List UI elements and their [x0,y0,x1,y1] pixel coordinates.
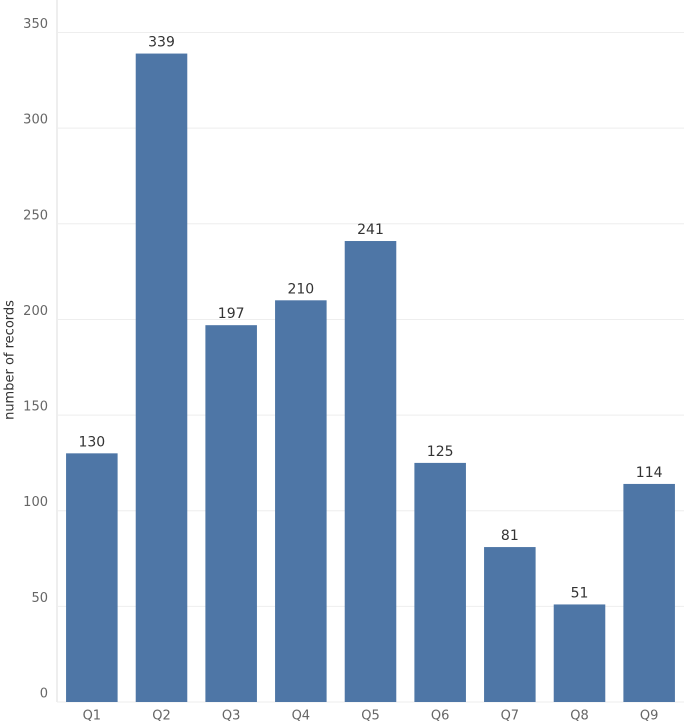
x-tick-label: Q4 [292,709,311,724]
bar [66,453,118,702]
x-tick-label: Q5 [361,709,380,724]
x-tick-label: Q2 [152,709,171,724]
y-tick-label: 150 [23,400,48,415]
bar [135,53,188,702]
value-label: 339 [148,35,175,51]
y-tick-label: 100 [23,495,48,510]
value-label: 81 [501,528,519,544]
x-tick-label: Q3 [222,709,241,724]
x-tick-label: Q9 [640,709,659,724]
x-tick-label: Q8 [570,709,589,724]
value-label: 114 [636,465,663,481]
value-label: 210 [287,281,314,297]
y-axis-title: number of records [3,300,18,420]
bar [205,325,257,702]
y-tick-label: 0 [40,687,48,702]
x-tick-label: Q1 [83,709,102,724]
value-label: 130 [78,434,105,450]
value-label: 241 [357,222,384,238]
bar [344,241,397,703]
bar [275,300,327,702]
value-label: 197 [218,306,245,322]
bar [553,604,606,702]
x-tick-label: Q6 [431,709,450,724]
x-tick-label: Q7 [501,709,520,724]
bar [484,547,536,702]
y-tick-label: 50 [31,591,48,606]
value-label: 125 [427,444,454,460]
y-tick-label: 250 [23,208,48,223]
bar [414,462,466,702]
bar [623,483,675,702]
y-tick-label: 200 [23,304,48,319]
y-tick-label: 350 [23,17,48,32]
y-tick-label: 300 [23,113,48,128]
value-label: 51 [571,585,589,601]
